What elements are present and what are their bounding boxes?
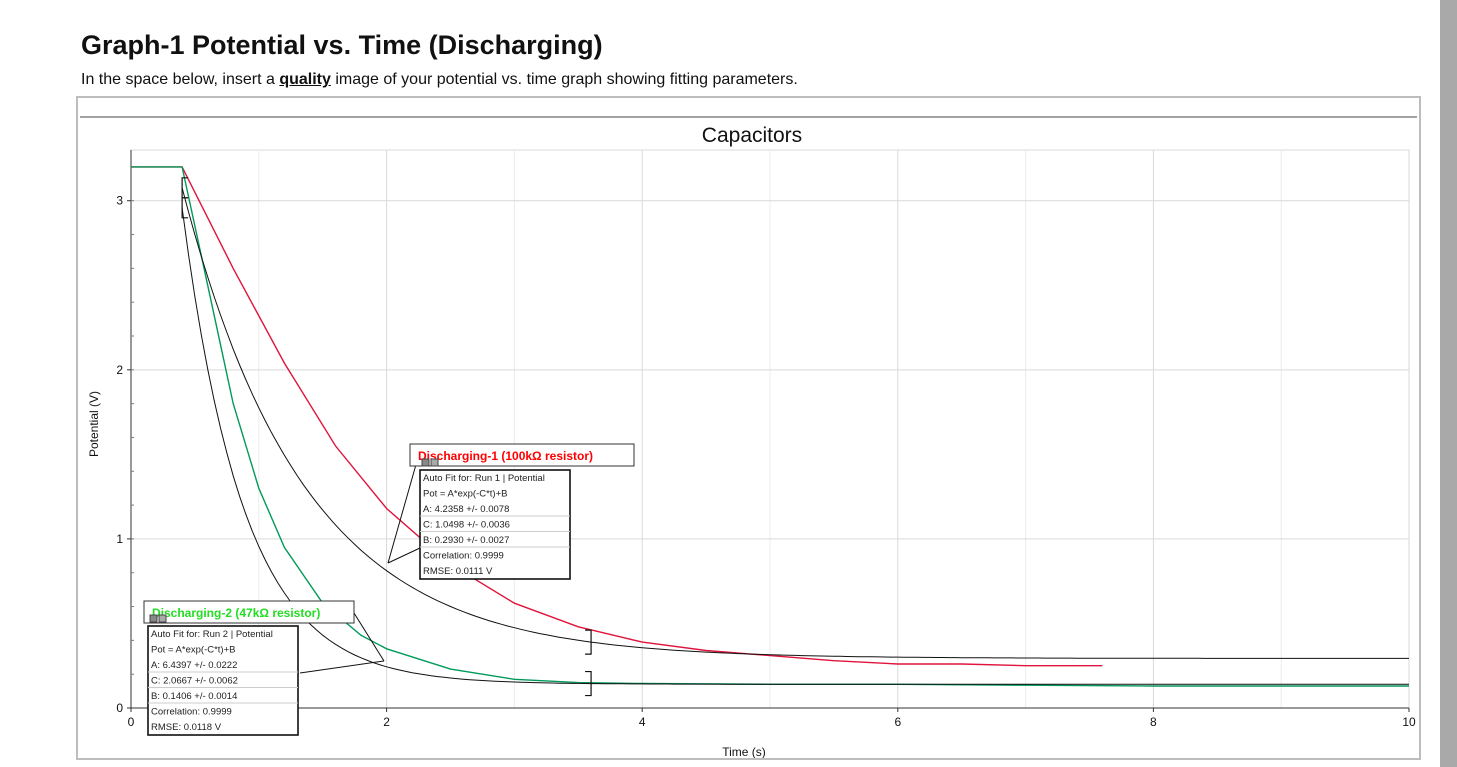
fit-box-options-icon xyxy=(430,458,439,467)
fit-parameter-line: A: 4.2358 +/- 0.0078 xyxy=(423,504,509,515)
fit-parameter-line: RMSE: 0.0118 V xyxy=(151,722,222,733)
fit-end-bracket xyxy=(585,670,592,697)
y-tick-label: 2 xyxy=(116,363,123,377)
chart-axes xyxy=(130,150,1409,709)
run-label: Discharging-1 (100kΩ resistor) xyxy=(418,449,593,463)
instruction-emphasis: quality xyxy=(279,71,331,88)
y-tick-label: 0 xyxy=(116,701,123,715)
run-label-box xyxy=(143,600,355,624)
chart-ticks: 0 2 4 6 8 10 0 1 2 3 xyxy=(116,166,1416,729)
fit-box-options-icon xyxy=(158,614,167,623)
fit-parameter-box xyxy=(419,469,571,580)
window-scrollbar[interactable] xyxy=(1440,0,1457,767)
fit-parameter-line: Correlation: 0.9999 xyxy=(423,551,504,562)
chart-grid xyxy=(130,149,1410,709)
x-tick-label: 4 xyxy=(639,715,646,729)
fit-parameter-line: A: 6.4397 +/- 0.0222 xyxy=(151,660,237,671)
chart-fit-curves xyxy=(181,187,1409,685)
fit-parameter-line: B: 0.2930 +/- 0.0027 xyxy=(423,535,509,546)
chart-title: Capacitors xyxy=(702,124,802,147)
fit-parameter-line: Correlation: 0.9999 xyxy=(151,707,232,718)
series-line-run-1 xyxy=(131,166,1103,667)
fit-parameter-line: C: 2.0667 +/- 0.0062 xyxy=(151,676,238,687)
fit-parameter-line: B: 0.1406 +/- 0.0014 xyxy=(151,691,237,702)
fit-range-brackets xyxy=(181,177,592,697)
fit-start-bracket xyxy=(181,197,189,219)
x-tick-label: 10 xyxy=(1402,715,1416,729)
fit-parameter-line: Pot = A*exp(-C*t)+B xyxy=(423,489,507,500)
instructions-text: In the space below, insert a quality ima… xyxy=(81,71,798,89)
fit-end-bracket xyxy=(585,629,592,655)
fit-parameter-line: C: 1.0498 +/- 0.0036 xyxy=(423,520,510,531)
x-tick-label: 0 xyxy=(128,715,135,729)
annotation-leader xyxy=(299,660,385,674)
fit-curve-2 xyxy=(181,207,1409,685)
fit-parameter-line: Auto Fit for: Run 2 | Potential xyxy=(151,629,273,640)
annotation-leader xyxy=(353,612,385,662)
y-tick-label: 1 xyxy=(116,532,123,546)
graph-image-frame: Capacitors 0 2 4 6 8 10 0 1 2 3 Discharging-1 (10… xyxy=(76,96,1421,760)
fit-parameter-line: Auto Fit for: Run 1 | Potential xyxy=(423,473,545,484)
series-line-run-2 xyxy=(131,166,1409,687)
fit-parameter-line: Pot = A*exp(-C*t)+B xyxy=(151,645,235,656)
capacitor-chart: Capacitors 0 2 4 6 8 10 0 1 2 3 Discharging-1 (10… xyxy=(80,116,1417,758)
y-tick-label: 3 xyxy=(116,194,123,208)
y-axis-label: Potential (V) xyxy=(87,391,101,457)
fit-box-close-icon xyxy=(421,458,430,467)
fit-box-close-icon xyxy=(149,614,158,623)
page-title: Graph-1 Potential vs. Time (Discharging) xyxy=(81,30,603,60)
x-tick-label: 8 xyxy=(1150,715,1157,729)
x-tick-label: 6 xyxy=(894,715,901,729)
x-tick-label: 2 xyxy=(383,715,390,729)
instruction-after: image of your potential vs. time graph s… xyxy=(330,71,798,88)
fit-curve-1 xyxy=(181,187,1409,659)
fit-parameter-line: RMSE: 0.0111 V xyxy=(423,566,493,577)
instruction-before: In the space below, insert a xyxy=(81,71,280,88)
annotation-leader xyxy=(387,453,420,564)
run-label-box xyxy=(409,443,635,467)
annotation-leader xyxy=(387,547,421,564)
chart-series xyxy=(131,166,1409,687)
x-axis-label: Time (s) xyxy=(722,745,766,758)
chart-annotations: Discharging-1 (100kΩ resistor) Auto Fit f… xyxy=(143,443,635,736)
fit-parameter-box xyxy=(147,625,299,736)
run-label: Discharging-2 (47kΩ resistor) xyxy=(152,606,320,620)
